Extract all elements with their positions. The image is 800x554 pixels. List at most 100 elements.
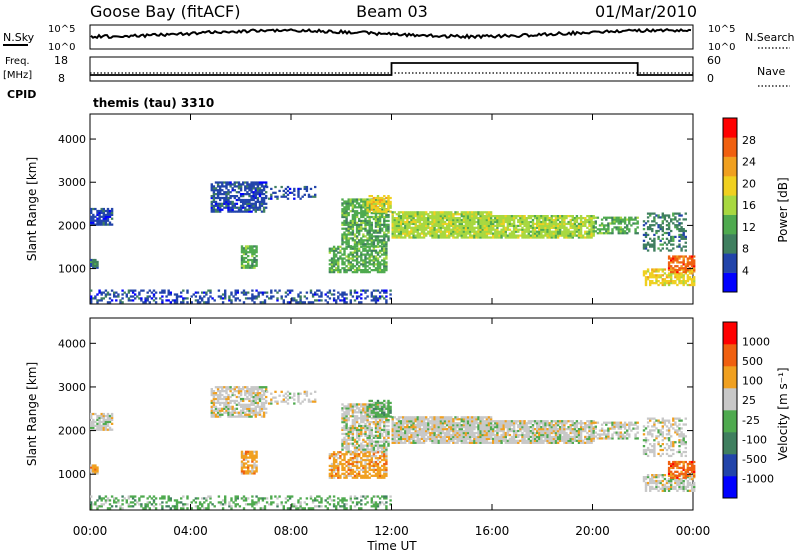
scatter-cell xyxy=(247,262,250,266)
scatter-cell xyxy=(431,420,434,423)
scatter-cell xyxy=(353,422,357,426)
scatter-cell xyxy=(378,460,382,464)
scatter-cell xyxy=(282,394,285,397)
noise-sky-line xyxy=(90,27,692,40)
scatter-cell xyxy=(607,226,610,229)
scatter-cell xyxy=(299,295,302,298)
scatter-cell xyxy=(456,211,459,214)
scatter-cell xyxy=(481,213,484,216)
scatter-cell xyxy=(414,433,417,437)
scatter-cell xyxy=(579,228,583,231)
scatter-cell xyxy=(649,212,652,215)
scatter-cell xyxy=(653,224,656,227)
scatter-cell xyxy=(210,189,213,192)
scatter-cell xyxy=(598,228,602,231)
scatter-cell xyxy=(454,228,457,231)
scatter-cell xyxy=(330,265,334,268)
scatter-cell xyxy=(383,421,386,424)
scatter-cell xyxy=(445,230,449,233)
scatter-cell xyxy=(435,435,438,439)
scatter-cell xyxy=(374,444,378,447)
scatter-cell xyxy=(542,222,545,226)
scatter-cell xyxy=(251,262,254,266)
scatter-cell xyxy=(239,411,243,414)
scatter-cell xyxy=(536,230,539,233)
scatter-cell xyxy=(351,217,355,221)
scatter-cell xyxy=(343,458,346,462)
scatter-cell xyxy=(469,222,472,226)
scatter-cell xyxy=(330,470,334,473)
scatter-cell xyxy=(529,236,533,239)
scatter-cell xyxy=(372,462,376,466)
scatter-cell xyxy=(550,215,553,218)
scatter-cell xyxy=(90,297,93,300)
scatter-cell xyxy=(431,424,434,427)
scatter-cell xyxy=(489,236,493,239)
scatter-cell xyxy=(615,228,618,231)
scatter-cell xyxy=(250,390,253,393)
scatter-cell xyxy=(431,211,434,214)
scatter-cell xyxy=(469,218,472,222)
scatter-cell xyxy=(229,208,232,211)
scatter-cell xyxy=(360,243,363,246)
scatter-cell xyxy=(347,243,350,246)
scatter-cell xyxy=(268,297,271,300)
scatter-cell xyxy=(504,234,507,237)
scatter-cell xyxy=(678,269,681,272)
scatter-cell xyxy=(510,224,514,228)
scatter-cell xyxy=(207,297,210,300)
scatter-cell xyxy=(427,435,430,439)
scatter-cell xyxy=(642,220,646,223)
scatter-cell xyxy=(393,217,396,220)
scatter-cell xyxy=(431,431,434,435)
scatter-cell xyxy=(437,217,440,220)
scatter-cell xyxy=(347,432,350,436)
scatter-cell xyxy=(686,269,690,272)
scatter-cell xyxy=(216,411,220,414)
scatter-cell xyxy=(376,235,380,238)
scatter-cell xyxy=(391,424,394,427)
scatter-cell xyxy=(613,218,616,221)
scatter-cell xyxy=(494,230,497,233)
scatter-cell xyxy=(443,435,447,439)
scatter-cell xyxy=(219,386,222,389)
scatter-cell xyxy=(536,217,539,220)
scatter-cell xyxy=(385,434,388,437)
scatter-cell xyxy=(521,218,524,222)
scatter-cell xyxy=(542,226,545,229)
scatter-cell xyxy=(255,264,258,267)
scatter-cell xyxy=(255,470,258,473)
scatter-cell xyxy=(504,230,507,233)
scatter-cell xyxy=(252,409,255,412)
scatter-cell xyxy=(443,428,447,431)
scatter-cell xyxy=(347,409,350,412)
scatter-cell xyxy=(374,208,378,211)
scatter-cell xyxy=(355,472,359,475)
scatter-cell xyxy=(646,268,650,271)
scatter-cell xyxy=(682,267,685,270)
scatter-cell xyxy=(406,431,409,435)
scatter-cell xyxy=(360,289,363,292)
scatter-cell xyxy=(383,470,386,473)
scatter-cell xyxy=(462,220,466,224)
scatter-cell xyxy=(351,214,355,217)
scatter-cell xyxy=(550,220,553,224)
scatter-cell xyxy=(678,261,681,264)
scatter-cell xyxy=(239,206,243,209)
scatter-cell xyxy=(358,206,361,209)
scatter-cell xyxy=(233,195,236,198)
scatter-cell xyxy=(378,221,382,224)
scatter-cell xyxy=(607,216,610,219)
scatter-cell xyxy=(309,289,313,292)
scatter-cell xyxy=(229,407,232,410)
scatter-cell xyxy=(260,189,264,192)
scatter-cell xyxy=(479,226,482,229)
scatter-cell xyxy=(502,220,505,224)
scatter-cell xyxy=(362,432,365,436)
scatter-cell xyxy=(297,295,300,298)
scatter-cell xyxy=(225,202,228,205)
scatter-cell xyxy=(366,428,369,432)
scatter-cell xyxy=(330,247,334,250)
scatter-cell xyxy=(246,185,249,188)
scatter-cell xyxy=(366,448,369,451)
